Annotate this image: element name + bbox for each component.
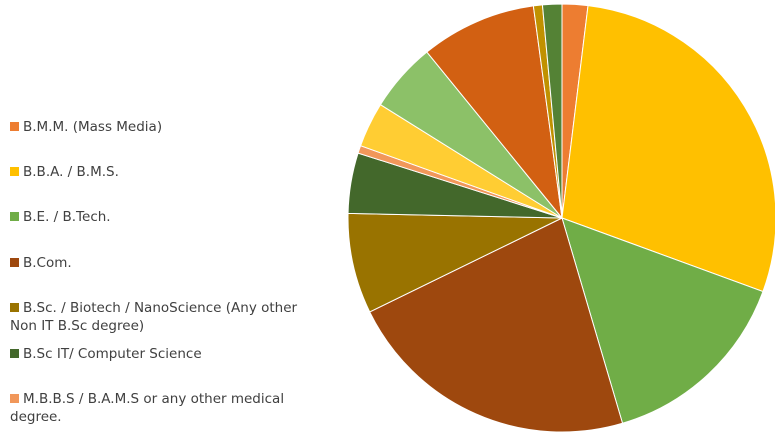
pie-slice xyxy=(426,5,563,220)
legend-item: B.Com. xyxy=(10,254,72,272)
legend-label: B.E. / B.Tech. xyxy=(23,209,111,225)
pie-slice xyxy=(347,212,563,313)
legend-item: M.B.B.S / B.A.M.S or any other medical de… xyxy=(10,390,284,426)
legend-label: B.M.M. (Mass Media) xyxy=(23,119,163,135)
legend-swatch xyxy=(10,303,19,312)
legend-label: degree. xyxy=(10,409,62,425)
legend-swatch xyxy=(10,122,19,131)
pie-slice xyxy=(561,217,764,424)
legend-label: B.Sc. / Biotech / NanoScience (Any other xyxy=(23,300,298,316)
legend-item: B.M.M. (Mass Media) xyxy=(10,118,162,136)
legend-item: B.Sc IT/ Computer Science xyxy=(10,345,202,363)
legend-swatch xyxy=(10,167,19,176)
legend-swatch xyxy=(10,212,19,221)
legend-swatch xyxy=(10,394,19,403)
legend-label: B.Sc IT/ Computer Science xyxy=(23,346,202,362)
pie-slice xyxy=(369,217,624,433)
legend-label: M.B.B.S / B.A.M.S or any other medical xyxy=(23,391,285,407)
legend-swatch xyxy=(10,349,19,358)
legend-label: B.Com. xyxy=(23,255,72,271)
pie-slice xyxy=(561,5,775,293)
legend-item: B.Sc. / Biotech / NanoScience (Any other… xyxy=(10,299,297,335)
legend-swatch xyxy=(10,258,19,267)
legend-item: B.B.A. / B.M.S. xyxy=(10,163,119,181)
legend-label: Non IT B.Sc degree) xyxy=(10,318,145,334)
legend-item: B.E. / B.Tech. xyxy=(10,208,111,226)
legend-label: B.B.A. / B.M.S. xyxy=(23,164,119,180)
pie-slice xyxy=(541,3,563,219)
